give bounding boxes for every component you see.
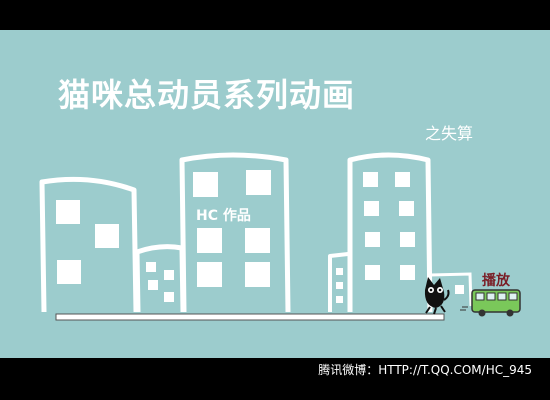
weibo-credit[interactable]: 腾讯微博：HTTP://T.QQ.COM/HC_945	[318, 363, 532, 377]
bottom-letterbox: 腾讯微博：HTTP://T.QQ.COM/HC_945	[0, 358, 550, 400]
right-building	[347, 152, 433, 313]
small-building-windows	[146, 262, 174, 302]
ground-road	[55, 313, 445, 321]
bus-stop	[429, 272, 473, 307]
right-small-building-windows	[336, 268, 343, 303]
bus-stop-sign	[455, 285, 464, 294]
right-small-building	[328, 252, 349, 312]
bus-icon[interactable]	[460, 289, 521, 317]
cat-character	[424, 277, 450, 315]
center-building	[179, 152, 291, 313]
play-button[interactable]: 播放	[482, 273, 510, 289]
right-building-windows	[363, 172, 415, 280]
title-scene: 猫咪总动员系列动画 之失算 HC 作品 播放	[0, 30, 550, 358]
author-label: HC 作品	[196, 208, 251, 224]
page-title: 猫咪总动员系列动画	[58, 76, 356, 114]
top-letterbox	[0, 0, 550, 30]
city-skyline	[39, 152, 521, 321]
center-building-windows	[193, 170, 271, 287]
small-building	[134, 244, 186, 313]
subtitle: 之失算	[425, 124, 474, 143]
left-building	[39, 176, 139, 313]
left-building-windows	[56, 200, 119, 284]
